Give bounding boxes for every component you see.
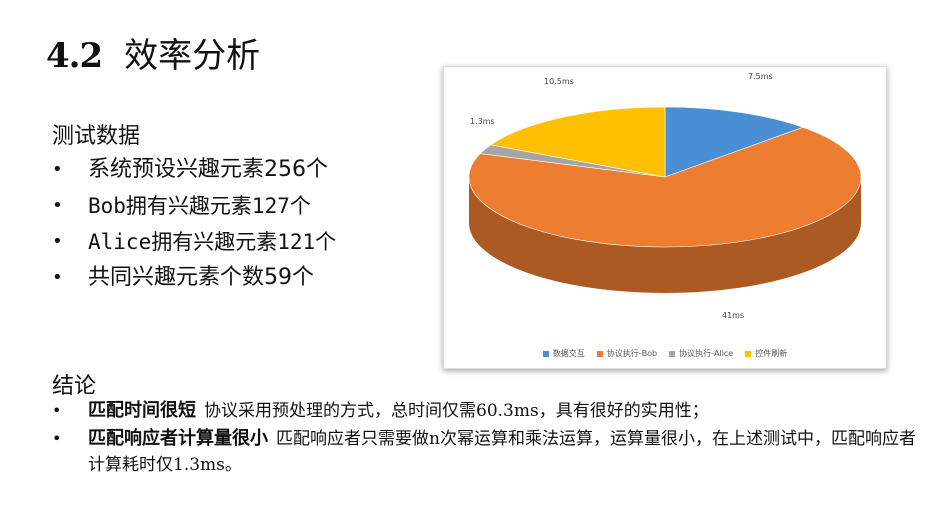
- pie-data-label: 41ms: [722, 311, 744, 320]
- list-item: Alice拥有兴趣元素121个: [52, 224, 336, 260]
- pie-slice: [664, 106, 804, 178]
- pie-data-label: 1.3ms: [470, 117, 495, 126]
- pie-chart: 7.5ms 41ms 1.3ms 10.5ms 数据交互 协议执行-Bob 协议执行-Al…: [443, 66, 887, 369]
- legend-item: 协议执行-Alice: [669, 348, 733, 359]
- legend-label: 协议执行-Bob: [606, 349, 658, 358]
- legend-label: 控件刷新: [755, 349, 788, 358]
- pie-slice: [468, 126, 862, 248]
- section-title: 效率分析: [124, 36, 261, 76]
- legend-swatch: [669, 350, 676, 357]
- conclusion-item: 匹配响应者计算量很小匹配响应者只需要做n次幂运算和乘法运算，运算量很小，在上述测…: [52, 426, 932, 478]
- list-item: Bob拥有兴趣元素127个: [52, 188, 336, 224]
- conclusion-bold: 匹配时间很短: [88, 400, 196, 421]
- test-data-list: 系统预设兴趣元素256个 Bob拥有兴趣元素127个 Alice拥有兴趣元素12…: [52, 152, 336, 296]
- list-item: 系统预设兴趣元素256个: [52, 152, 336, 188]
- legend-swatch: [596, 350, 603, 357]
- legend-item: 协议执行-Bob: [596, 348, 658, 359]
- section-number: 4.2: [46, 36, 103, 76]
- conclusion-text: 协议采用预处理的方式，总时间仅需60.3ms，具有很好的实用性；: [204, 401, 709, 421]
- pie-data-label: 7.5ms: [748, 72, 773, 81]
- legend-item: 数据交互: [542, 348, 585, 359]
- pie-slice: [490, 106, 666, 178]
- pie-data-label: 10.5ms: [544, 77, 574, 86]
- conclusion-text: 匹配响应者只需要做n次幂运算和乘法运算，运算量很小，在上述测试中，匹配响应者计算…: [88, 429, 916, 475]
- chart-legend: 数据交互 协议执行-Bob 协议执行-Alice 控件刷新: [444, 348, 886, 359]
- test-data-label: 测试数据: [52, 124, 141, 149]
- legend-label: 数据交互: [552, 349, 585, 358]
- pie-chart-svg: 7.5ms 41ms 1.3ms 10.5ms: [468, 72, 862, 320]
- legend-swatch: [542, 350, 549, 357]
- legend-label: 协议执行-Alice: [679, 349, 734, 358]
- legend-swatch: [745, 350, 752, 357]
- pie-slice-side: [469, 177, 861, 293]
- conclusion-label: 结论: [52, 374, 97, 399]
- conclusion-bold: 匹配响应者计算量很小: [88, 428, 268, 449]
- slide-title: 4.2 效率分析: [46, 28, 260, 77]
- list-item: 共同兴趣元素个数59个: [52, 260, 336, 296]
- legend-item: 控件刷新: [745, 348, 787, 359]
